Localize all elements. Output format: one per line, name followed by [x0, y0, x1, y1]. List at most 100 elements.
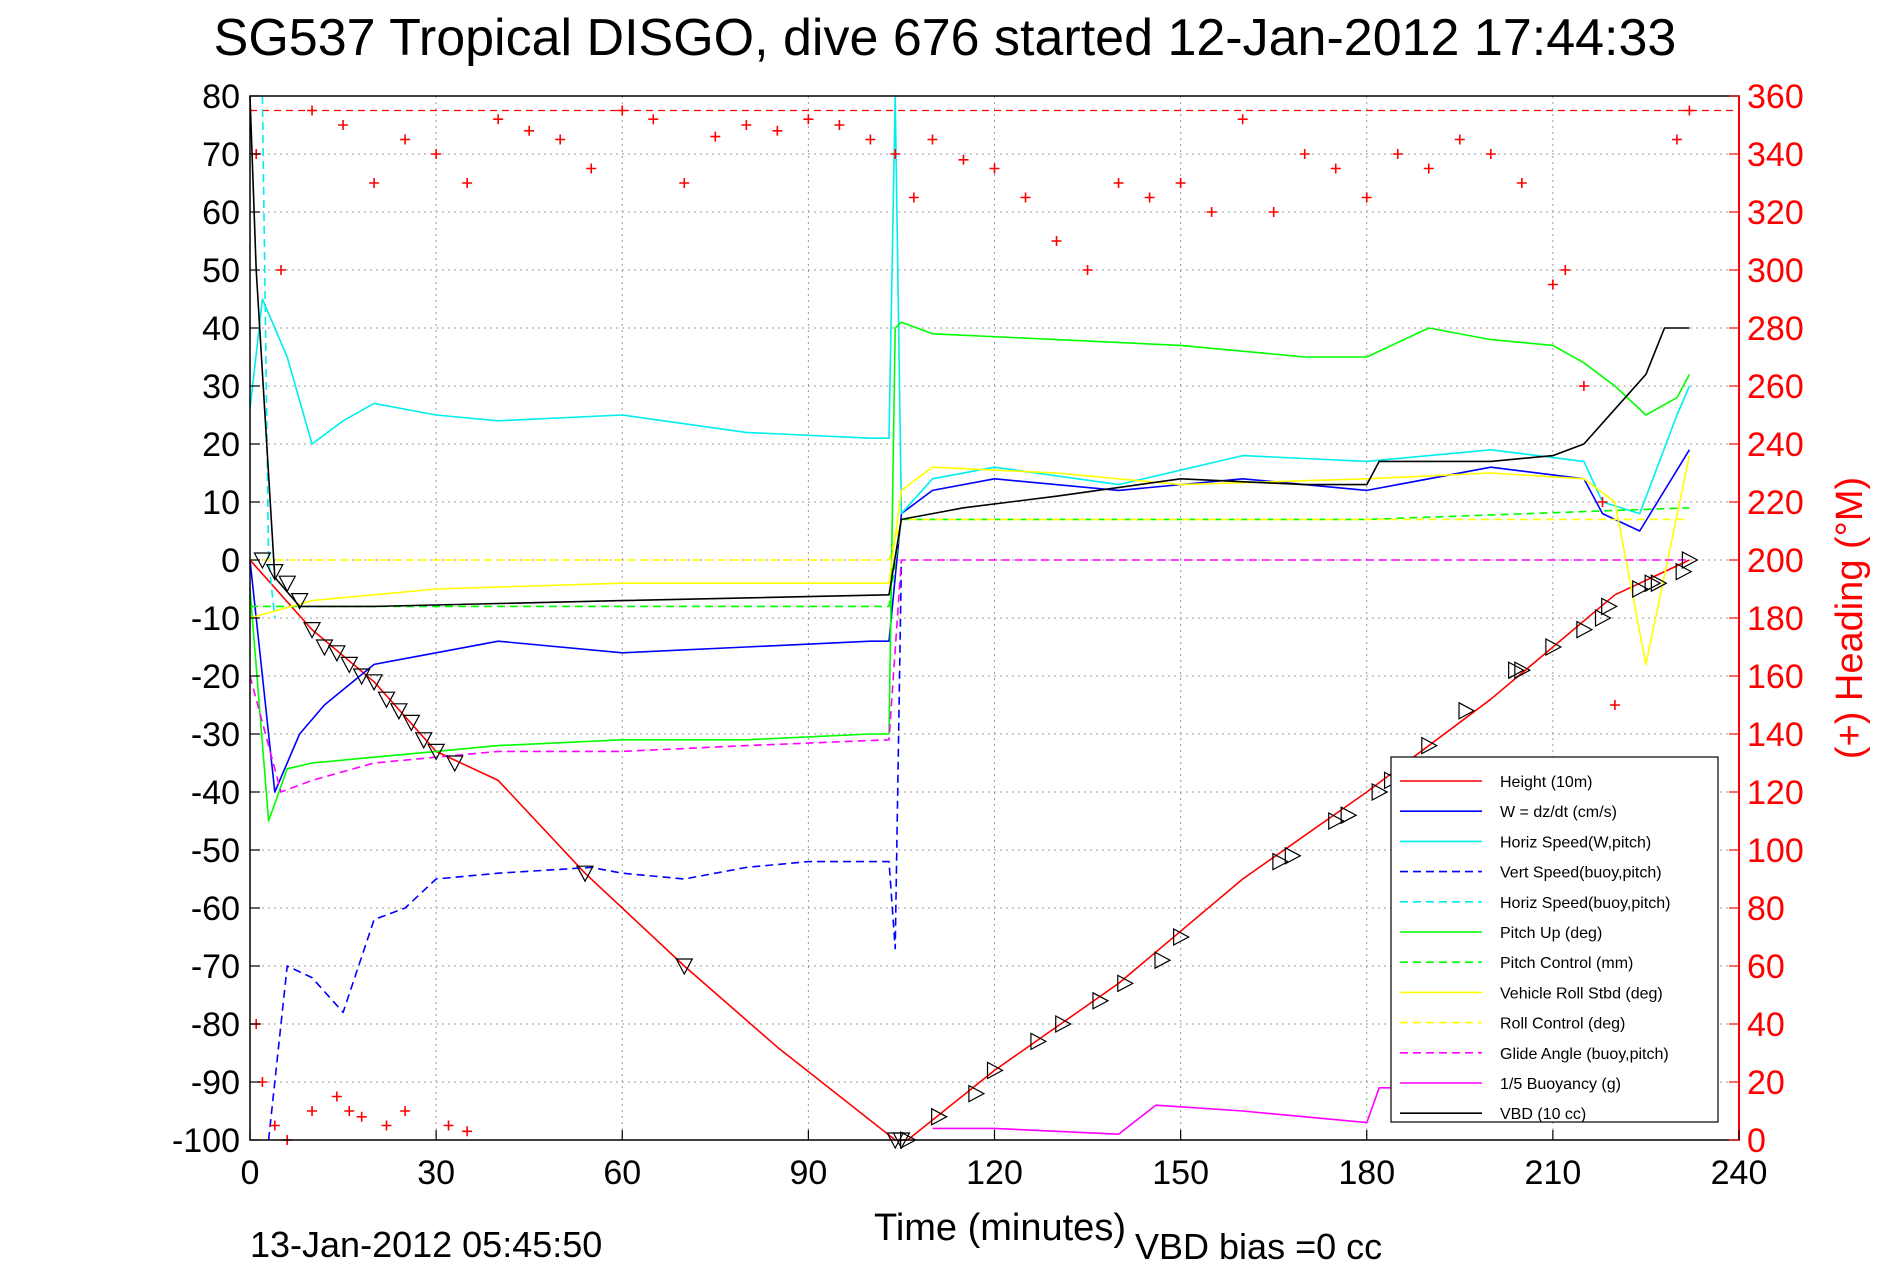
y-tick-label: 30 [202, 368, 240, 406]
right-tick-label: 180 [1747, 600, 1804, 638]
y-tick-label: -30 [191, 716, 240, 754]
ascent-marker [1328, 812, 1346, 830]
ascent-marker [1601, 597, 1618, 616]
series-heading-point [908, 192, 919, 203]
right-tick-label: 300 [1747, 252, 1804, 290]
right-tick-label: 0 [1747, 1122, 1766, 1160]
right-tick-label: 100 [1747, 832, 1804, 870]
series-heading-point [269, 1120, 280, 1131]
right-tick-label: 260 [1747, 368, 1804, 406]
descent-marker [389, 703, 408, 721]
descent-marker [402, 714, 421, 732]
series-heading-point [1206, 207, 1217, 217]
legend-label-pitch-up-deg: Pitch Up (deg) [1500, 925, 1602, 942]
ascent-marker [1632, 580, 1650, 598]
y-tick-label: -40 [191, 774, 240, 812]
right-tick-label: 40 [1747, 1006, 1785, 1044]
series-vehicle-roll-stbd-deg [249, 455, 1691, 666]
footer-vbd-bias: VBD bias =0 cc [1135, 1226, 1382, 1262]
series-heading-point [772, 125, 783, 136]
y-tick-label: -20 [191, 658, 240, 696]
series-heading-point [400, 134, 411, 145]
plot-markers [253, 551, 1699, 1150]
y-tick-label: 70 [202, 136, 240, 174]
x-axis-ticks: 0 30 60 90 120 150 180 210 240 [241, 1130, 1768, 1192]
series-vbd-10-cc [249, 95, 1690, 608]
descent-marker [445, 755, 464, 773]
series-heading-point [1113, 178, 1124, 188]
x-tick-label: 60 [603, 1154, 641, 1192]
y-tick-label: -50 [191, 832, 240, 870]
right-tick-label: 120 [1747, 774, 1804, 812]
descent-marker [290, 593, 309, 610]
ascent-marker [1458, 701, 1476, 720]
ascent-marker [1154, 951, 1172, 970]
series-heading-point [1144, 192, 1155, 203]
series-heading-point [381, 1120, 392, 1131]
descent-marker [377, 691, 396, 709]
descent-marker [278, 575, 297, 593]
series-heading-point [1547, 279, 1558, 290]
right-tick-label: 220 [1747, 484, 1804, 522]
legend-box [1390, 756, 1719, 1123]
y-tick-label: -60 [191, 890, 240, 928]
series-heading-point [276, 265, 287, 275]
descent-marker [365, 674, 384, 692]
right-tick-label: 20 [1747, 1064, 1785, 1102]
x-tick-label: 120 [966, 1154, 1023, 1192]
right-tick-label: 200 [1747, 542, 1804, 580]
legend-label-vert-speed-buoy-pitch: Vert Speed(buoy,pitch) [1500, 865, 1662, 882]
legend-label-vbd-10-cc: VBD (10 cc) [1500, 1106, 1586, 1123]
series-heading-point [1597, 497, 1608, 507]
ascent-marker [1030, 1032, 1048, 1051]
x-tick-label: 90 [789, 1154, 827, 1192]
legend: Height (10m) W = dz/dt (cm/s) Horiz Speed(… [1390, 756, 1719, 1123]
series-heading-point [331, 1091, 342, 1102]
footer-timestamp: 13-Jan-2012 05:45:50 [250, 1224, 602, 1262]
descent-marker [427, 743, 446, 761]
ascent-marker [1545, 638, 1563, 656]
series-heading-point [890, 149, 901, 159]
descent-marker [576, 865, 595, 883]
legend-label-horiz-speed-w-pitch: Horiz Speed(W,pitch) [1500, 834, 1651, 851]
series-heading-point [307, 1106, 318, 1116]
series-heading-point [989, 163, 1000, 174]
series-heading-point [1671, 134, 1682, 145]
series-heading-point [648, 114, 659, 125]
series-heading-point [1082, 265, 1093, 275]
ascent-marker [1508, 661, 1525, 680]
series-pitch-control-mm [250, 507, 1690, 608]
descent-marker [303, 622, 322, 639]
ascent-marker [1055, 1015, 1073, 1033]
x-tick-label: 180 [1338, 1154, 1395, 1192]
right-tick-label: 320 [1747, 194, 1804, 232]
series-heading-point [1423, 163, 1434, 174]
legend-label-height-10m: Height (10m) [1500, 774, 1592, 791]
series-heading-point [462, 178, 473, 188]
x-tick-label: 240 [1711, 1154, 1768, 1192]
x-axis-label: Time (minutes) [874, 1207, 1126, 1249]
series-heading-point [1299, 149, 1310, 159]
series-pitch-up-deg [249, 321, 1691, 822]
right-tick-label: 80 [1747, 890, 1785, 928]
ascent-marker [1594, 609, 1612, 627]
series-heading-point [617, 105, 628, 116]
series-heading-point [679, 178, 690, 188]
ascent-marker [1371, 783, 1389, 801]
series-heading-point [369, 178, 380, 188]
legend-label-vehicle-roll-stbd-deg: Vehicle Roll Stbd (deg) [1500, 985, 1663, 1002]
series-heading-point [1609, 700, 1620, 710]
ascent-marker [1514, 661, 1532, 680]
series-heading-point [1237, 114, 1248, 125]
ascent-marker [1421, 736, 1439, 755]
series-heading-point [834, 120, 845, 130]
series-heading-point [400, 1106, 411, 1116]
series-heading-point [1516, 178, 1527, 188]
series-heading-point [493, 114, 504, 125]
series-heading-point [431, 149, 442, 159]
series-heading-point [1020, 192, 1031, 203]
series-heading-point [555, 134, 566, 145]
series-heading-point [1485, 149, 1496, 159]
y-tick-label: 60 [202, 194, 240, 232]
